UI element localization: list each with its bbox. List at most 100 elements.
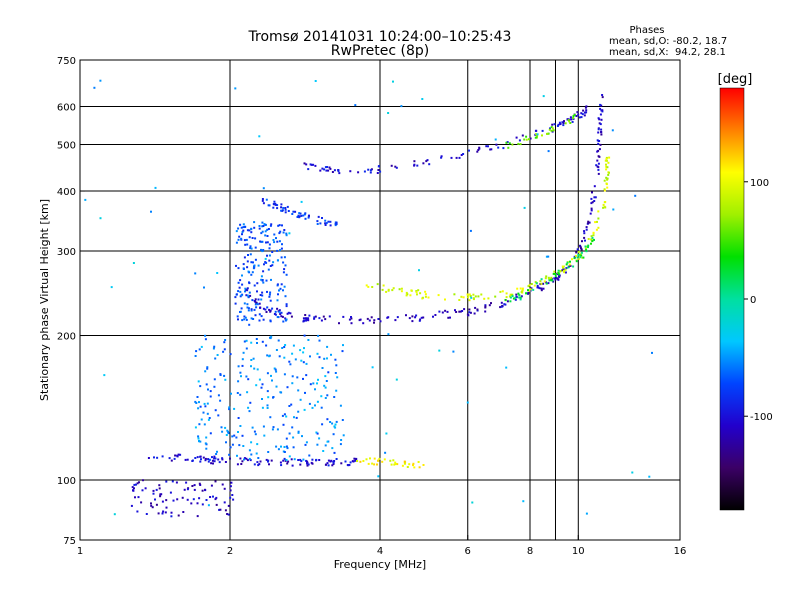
data-point — [591, 240, 594, 243]
data-point — [381, 460, 384, 463]
data-point — [490, 148, 493, 151]
data-point — [142, 479, 144, 482]
data-point — [506, 300, 509, 303]
data-point — [355, 458, 358, 461]
data-point — [466, 313, 469, 316]
data-point — [598, 118, 601, 121]
data-point — [244, 287, 247, 290]
data-point — [246, 260, 249, 263]
data-point — [278, 289, 281, 292]
data-point — [245, 347, 248, 350]
data-point — [296, 376, 299, 379]
data-point — [584, 247, 587, 250]
data-point — [209, 496, 212, 498]
data-point — [323, 384, 326, 387]
data-point — [441, 311, 444, 314]
data-point — [317, 215, 320, 218]
data-point — [416, 164, 419, 167]
data-point — [413, 160, 416, 163]
data-point — [520, 295, 523, 298]
data-point — [256, 282, 259, 285]
data-point — [455, 311, 458, 313]
data-point — [262, 202, 265, 205]
data-point — [273, 241, 276, 244]
data-point — [249, 294, 252, 297]
data-point — [316, 432, 319, 435]
data-point — [273, 233, 276, 236]
data-point — [463, 308, 466, 311]
data-point — [304, 443, 307, 446]
data-point — [150, 504, 153, 507]
data-point — [607, 173, 610, 176]
data-point — [298, 212, 301, 215]
data-point — [550, 126, 553, 129]
data-point — [282, 231, 285, 234]
data-point — [605, 159, 608, 162]
data-point — [487, 145, 489, 148]
data-point — [261, 279, 264, 281]
data-point — [497, 146, 500, 149]
data-point — [206, 412, 209, 415]
data-point — [608, 156, 611, 159]
data-point — [265, 198, 268, 201]
data-point — [303, 408, 306, 411]
data-point — [276, 299, 279, 302]
data-point — [249, 245, 252, 248]
data-point — [249, 459, 252, 462]
data-point — [280, 209, 283, 212]
data-point — [413, 466, 416, 469]
data-point — [321, 217, 323, 219]
data-point — [334, 426, 337, 429]
data-point — [518, 294, 521, 297]
data-point — [256, 303, 259, 306]
data-point — [336, 376, 339, 379]
data-point — [269, 416, 272, 419]
data-point — [257, 264, 260, 267]
data-point — [600, 133, 603, 136]
data-point — [266, 235, 269, 237]
colorbar — [719, 87, 745, 511]
data-point — [593, 196, 596, 199]
data-point — [264, 308, 267, 311]
data-point — [229, 489, 232, 492]
data-point — [154, 186, 157, 189]
data-point — [266, 404, 269, 407]
data-point — [209, 390, 212, 393]
data-point — [471, 501, 474, 504]
data-point — [252, 267, 255, 270]
data-point — [288, 432, 291, 435]
stats-x-line: mean, sd,X: 94.2, 28.1 — [609, 47, 726, 58]
data-point — [249, 401, 252, 404]
data-point — [259, 460, 262, 463]
data-point — [265, 241, 267, 244]
data-point — [280, 445, 282, 448]
data-point — [607, 161, 610, 164]
data-point — [255, 384, 258, 387]
data-point — [424, 295, 427, 298]
data-point — [540, 289, 543, 292]
data-point — [266, 290, 268, 293]
data-point — [525, 135, 528, 138]
data-point — [284, 207, 287, 209]
data-point — [199, 385, 202, 388]
data-point — [99, 79, 102, 82]
data-point — [197, 407, 200, 410]
data-point — [216, 450, 218, 453]
data-point — [597, 168, 600, 171]
data-point — [501, 290, 504, 293]
data-point — [424, 293, 427, 296]
data-point — [333, 396, 336, 398]
data-point — [581, 113, 584, 116]
data-point — [237, 365, 240, 368]
data-point — [240, 307, 243, 310]
data-point — [484, 310, 487, 313]
data-point — [500, 305, 503, 308]
data-point — [250, 273, 253, 276]
data-point — [382, 284, 385, 287]
data-point — [229, 446, 232, 449]
data-point — [241, 231, 244, 234]
data-point — [316, 443, 319, 446]
data-point — [590, 197, 593, 200]
data-point — [273, 200, 276, 203]
data-point — [237, 318, 239, 321]
